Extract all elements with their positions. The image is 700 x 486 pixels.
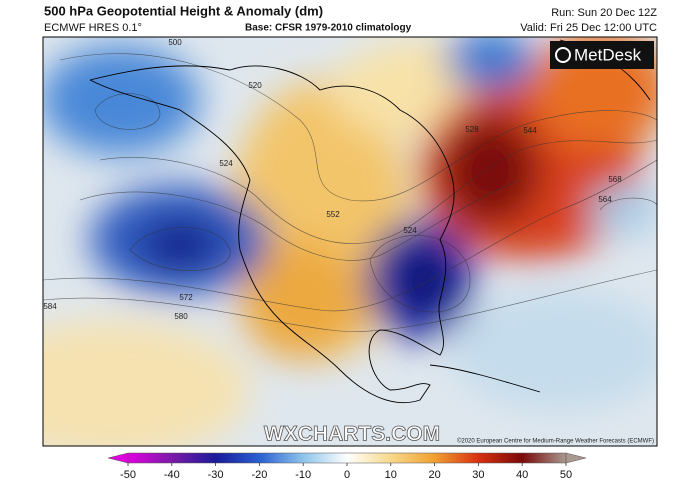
logo: MetDesk <box>550 41 654 69</box>
logo-text: MetDesk <box>574 45 642 64</box>
contour-label: 528 <box>465 125 479 134</box>
base: Base: CFSR 1979-2010 climatology <box>245 23 412 34</box>
contour-label: 564 <box>598 195 612 204</box>
colorbar-tick-label: -50 <box>120 469 136 481</box>
colorbar-scale <box>127 452 567 464</box>
run: Run: Sun 20 Dec 12Z <box>551 7 657 19</box>
title: 500 hPa Geopotential Height & Anomaly (d… <box>44 3 323 18</box>
contour-label: 572 <box>179 293 193 302</box>
colorbar: -50 -40 -30 -20 -10 0 10 20 30 40 50 <box>107 452 587 481</box>
contour-label: 568 <box>608 175 622 184</box>
colorbar-tick-label: 40 <box>516 469 528 481</box>
contour-label: 544 <box>523 126 537 135</box>
colorbar-tick-label: -40 <box>164 469 180 481</box>
contour-label: 524 <box>403 226 417 235</box>
valid: Valid: Fri 25 Dec 12:00 UTC <box>520 22 657 34</box>
colorbar-tick-label: -30 <box>208 469 224 481</box>
colorbar-tick-label: 20 <box>428 469 440 481</box>
colorbar-tick-label: 30 <box>472 469 484 481</box>
contours <box>43 53 657 332</box>
map <box>43 37 657 446</box>
colorbar-tick-label: -10 <box>295 469 311 481</box>
contour-label: 520 <box>248 81 262 90</box>
model: ECMWF HRES 0.1° <box>44 22 142 34</box>
contour-label: 500 <box>168 38 182 47</box>
colorbar-tick-label: 50 <box>560 469 572 481</box>
colorbar-tick-label: 0 <box>344 469 350 481</box>
watermark: WXCHARTS.COM <box>264 423 440 446</box>
copyright: ©2020 European Centre for Medium-Range W… <box>457 438 654 445</box>
contour-label: 584 <box>43 302 57 311</box>
contour-label: 580 <box>174 312 188 321</box>
colorbar-tick-label: 10 <box>385 469 397 481</box>
map-frame <box>42 36 658 447</box>
contour-label: 524 <box>219 159 233 168</box>
contour-label: 552 <box>326 210 340 219</box>
colorbar-tick-label: -20 <box>251 469 267 481</box>
